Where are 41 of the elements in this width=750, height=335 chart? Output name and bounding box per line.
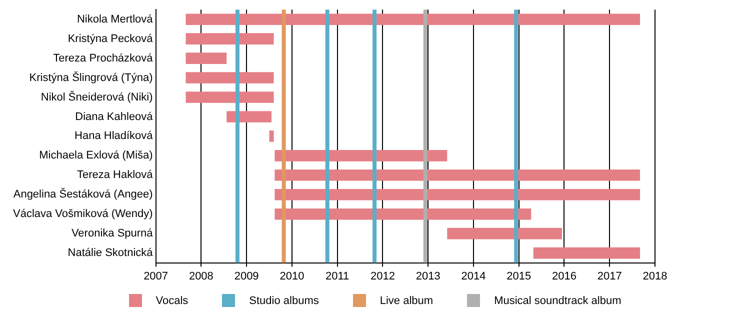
legend-label: Live album <box>380 294 434 306</box>
bar <box>274 150 448 162</box>
x-tick-label: 2014 <box>461 270 486 282</box>
x-tick-label: 2013 <box>416 270 440 282</box>
y-tick-label: Natálie Skotnická <box>68 247 154 260</box>
y-tick-label: Veronika Spurná <box>71 228 154 240</box>
bar <box>186 72 274 84</box>
y-tick-label: Nikola Mertlová <box>76 13 154 26</box>
y-tick-label: Diana Kahleová <box>75 110 154 123</box>
y-tick-label: Tereza Procházková <box>53 52 154 64</box>
x-tick-label: 2007 <box>144 270 168 282</box>
x-tick-label: 2018 <box>642 270 668 282</box>
bar <box>226 111 272 122</box>
x-tick-label: 2011 <box>326 270 350 282</box>
bar <box>186 92 274 103</box>
x-tick-label: 2009 <box>234 270 259 282</box>
bar <box>269 130 274 142</box>
y-tick-label: Michaela Exlová (Miša) <box>39 150 153 162</box>
x-tick-label: 2016 <box>552 270 576 282</box>
x-tick-label: 2015 <box>506 270 532 282</box>
x-tick-label: 2010 <box>280 270 304 282</box>
y-tick-label: Václava Vošmiková (Wendy) <box>12 208 153 220</box>
y-tick-label: Hana Hladíková <box>74 130 154 142</box>
bar <box>447 228 562 240</box>
bar <box>186 52 227 64</box>
legend-label: Vocals <box>156 294 188 306</box>
x-tick-label: 2008 <box>188 270 214 282</box>
x-tick-label: 2017 <box>597 270 622 282</box>
bar <box>274 188 640 200</box>
bar <box>533 247 640 259</box>
y-tick-label: Angelina Šestáková (Angee) <box>13 188 153 201</box>
bar <box>186 33 274 44</box>
y-tick-label: Kristýna Pecková <box>68 32 154 45</box>
y-tick-label: Kristýna Šlingrová (Týna) <box>29 70 153 84</box>
x-tick-label: 2012 <box>370 270 395 282</box>
legend-label: Musical soundtrack album <box>494 294 622 306</box>
y-tick-label: Tereza Haklová <box>76 169 154 182</box>
bar <box>274 170 640 181</box>
legend-label: Studio albums <box>249 294 319 306</box>
bar <box>186 14 640 25</box>
y-tick-label: Nikol Šneiderová (Niki) <box>40 90 153 104</box>
